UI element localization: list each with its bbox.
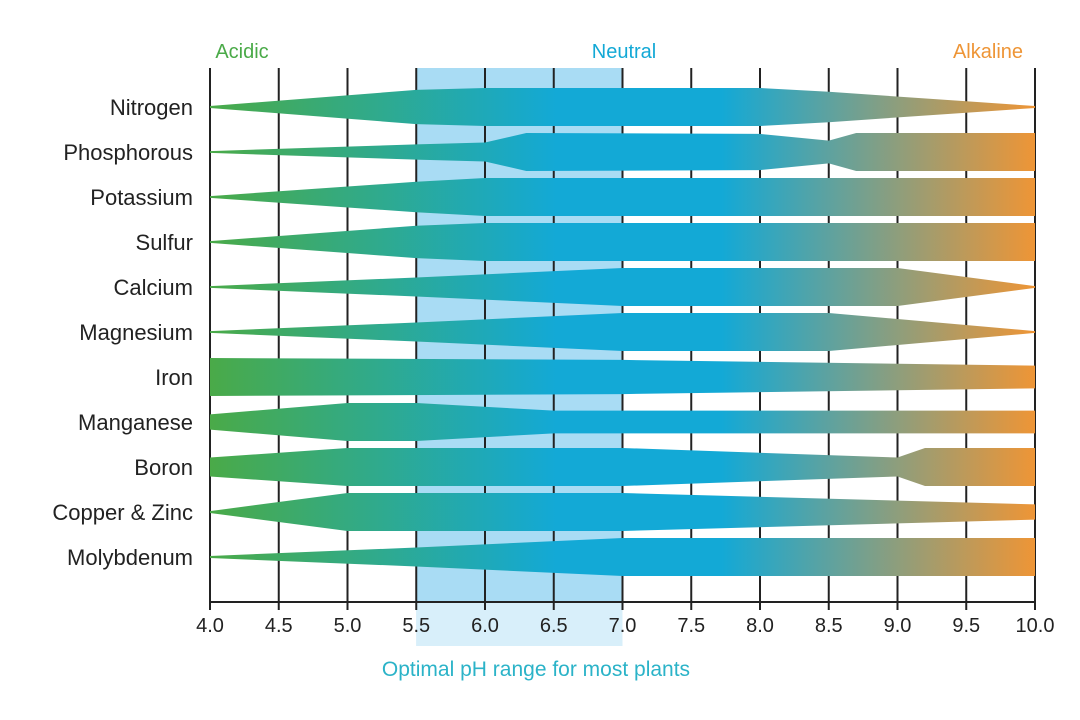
nutrient-label: Nitrogen [110, 95, 193, 120]
nutrient-label: Phosphorous [63, 140, 193, 165]
zone-label-neutral: Neutral [592, 41, 656, 63]
band-manganese [210, 403, 1035, 441]
x-tick-label: 6.0 [471, 615, 499, 637]
band-molybdenum [210, 538, 1035, 576]
x-tick-label: 7.0 [609, 615, 637, 637]
optimal-range-fade [416, 602, 623, 646]
band-phosphorous [210, 133, 1035, 171]
band-boron [210, 448, 1035, 486]
x-tick-label: 4.5 [265, 615, 293, 637]
x-tick-label: 10.0 [1016, 615, 1055, 637]
nutrient-label: Potassium [90, 185, 193, 210]
x-axis-ticks: 4.0 4.5 5.0 5.5 6.0 6.5 7.0 7.5 8.0 8.5 9.0 9.5 10.0 [196, 602, 1054, 637]
x-tick-label: 5.5 [402, 615, 430, 637]
nutrient-label: Calcium [114, 275, 193, 300]
band-copper-zinc [210, 493, 1035, 531]
nutrient-labels: Nitrogen Phosphorous Potassium Sulfur Calciu… [52, 95, 193, 570]
nutrient-bands [210, 88, 1035, 576]
nutrient-label: Sulfur [136, 230, 193, 255]
nutrient-label: Iron [155, 365, 193, 390]
zone-label-alkaline: Alkaline [953, 41, 1023, 63]
x-tick-label: 9.0 [884, 615, 912, 637]
band-iron [210, 358, 1035, 396]
nutrient-label: Magnesium [79, 320, 193, 345]
x-tick-label: 4.0 [196, 615, 224, 637]
band-magnesium [210, 313, 1035, 351]
x-tick-label: 6.5 [540, 615, 568, 637]
band-potassium [210, 178, 1035, 216]
nutrient-label: Boron [134, 455, 193, 480]
nutrient-label: Molybdenum [67, 545, 193, 570]
zone-label-acidic: Acidic [215, 41, 268, 63]
band-sulfur [210, 223, 1035, 261]
nutrient-label: Copper & Zinc [52, 500, 193, 525]
band-nitrogen [210, 88, 1035, 126]
x-tick-label: 9.5 [952, 615, 980, 637]
x-tick-label: 5.0 [334, 615, 362, 637]
nutrient-label: Manganese [78, 410, 193, 435]
x-tick-label: 8.0 [746, 615, 774, 637]
optimal-range-caption: Optimal pH range for most plants [382, 658, 690, 681]
x-tick-label: 7.5 [677, 615, 705, 637]
band-calcium [210, 268, 1035, 306]
x-tick-label: 8.5 [815, 615, 843, 637]
